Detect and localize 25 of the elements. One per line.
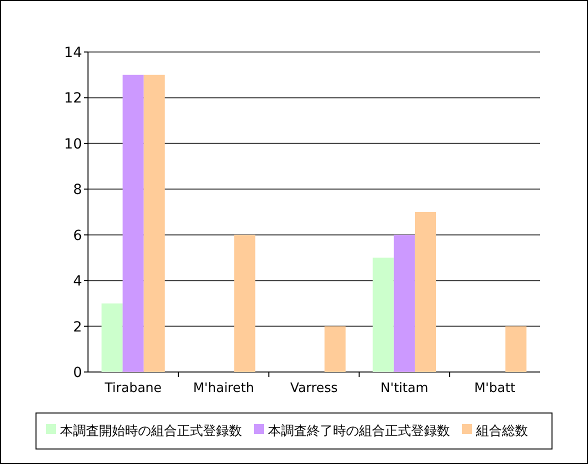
- y-tick-label: 4: [73, 274, 82, 290]
- y-tick-label: 2: [73, 319, 82, 336]
- legend-label: 本調査終了時の組合正式登録数: [268, 424, 450, 439]
- legend-label: 組合総数: [475, 424, 528, 439]
- bar: [414, 212, 436, 372]
- y-tick-label: 10: [64, 136, 82, 152]
- y-tick-label: 12: [64, 90, 82, 107]
- x-tick-label: Varress: [290, 381, 338, 396]
- bar: [102, 303, 123, 372]
- bar: [394, 234, 415, 372]
- bar: [324, 326, 346, 372]
- bar: [505, 326, 526, 372]
- x-tick-label: N'titam: [380, 381, 428, 396]
- y-tick-label: 0: [73, 365, 82, 381]
- y-tick-label: 14: [64, 45, 82, 61]
- y-tick-label: 8: [73, 182, 82, 198]
- x-tick-label: Tirabane: [104, 381, 162, 396]
- bar: [122, 74, 144, 372]
- bar: [234, 234, 256, 372]
- x-tick-label: M'batt: [474, 381, 516, 396]
- bar: [144, 74, 165, 372]
- x-tick-label: M'haireth: [193, 381, 254, 396]
- bar: [372, 258, 394, 372]
- y-tick-label: 6: [73, 228, 82, 244]
- legend-label: 本調査開始時の組合正式登録数: [60, 424, 242, 439]
